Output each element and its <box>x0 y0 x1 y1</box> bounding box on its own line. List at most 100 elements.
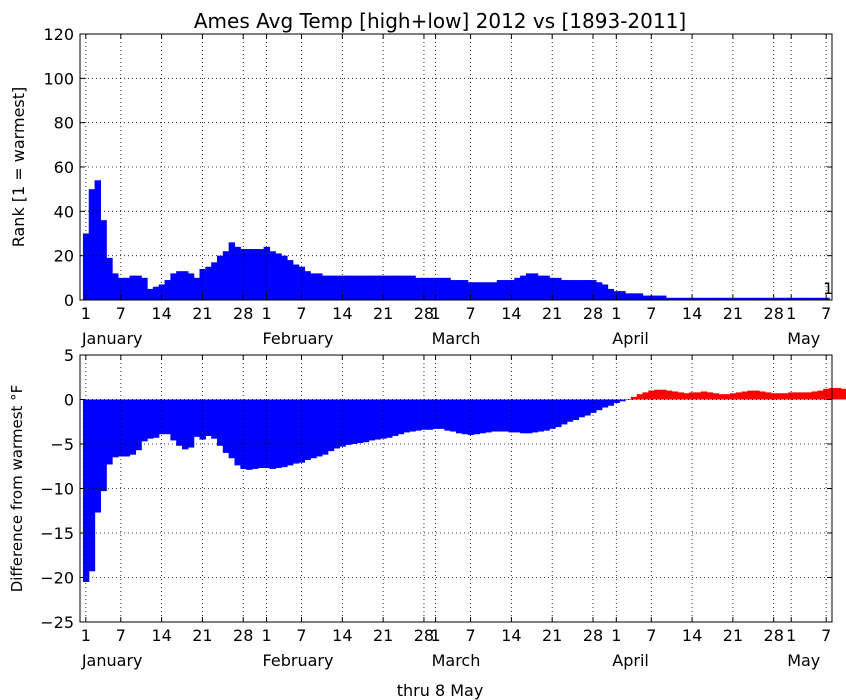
rank-bar <box>205 266 212 300</box>
colder-bar <box>502 399 510 432</box>
colder-bar <box>158 399 166 435</box>
colder-bar <box>543 399 550 431</box>
colder-bar <box>473 399 480 435</box>
x-tick-label: 1 <box>611 304 621 323</box>
y-tick-label: 80 <box>54 114 74 133</box>
rank-bar <box>432 277 440 300</box>
colder-bar <box>216 399 224 446</box>
rank-bar <box>764 297 772 300</box>
warmer-bar <box>776 393 784 400</box>
rank-bar <box>724 297 731 300</box>
month-label: February <box>263 329 334 348</box>
x-axis: 1 7 14 21 28 1 7 14 21 281 7 14 21 28 1 7 14 21 28 1 7Januar… <box>81 355 831 670</box>
y-tick-label: −20 <box>40 569 74 588</box>
rank-bar <box>520 275 527 300</box>
x-tick-label: 1 <box>431 304 441 323</box>
y-tick-label: 60 <box>54 158 74 177</box>
colder-bar <box>525 399 533 434</box>
colder-bar <box>82 399 90 582</box>
colder-bar <box>391 399 399 436</box>
rank-bar <box>117 277 125 300</box>
rank-bar <box>660 295 667 300</box>
rank-bar <box>450 280 457 300</box>
x-tick-label: 28 <box>414 304 434 323</box>
warmer-bar <box>741 391 749 400</box>
x-tick-label: 21 <box>373 626 393 645</box>
rank-bar <box>403 275 410 300</box>
colder-bar <box>566 399 574 422</box>
rank-bar <box>456 280 463 300</box>
rank-bar <box>625 293 632 300</box>
colder-bar <box>234 399 241 466</box>
rank-bar <box>298 266 306 300</box>
rank-bar <box>741 297 749 300</box>
colder-bar <box>356 399 364 444</box>
y-tick-label: −5 <box>50 435 74 454</box>
colder-bar <box>269 399 276 469</box>
colder-bar <box>415 399 422 431</box>
month-label: April <box>612 651 649 670</box>
warmer-bar <box>759 391 766 400</box>
x-tick-label: 7 <box>821 626 831 645</box>
colder-bar <box>438 399 445 429</box>
colder-bar <box>327 399 335 452</box>
rank-bar <box>502 280 510 300</box>
x-tick-label: 21 <box>542 626 562 645</box>
warmer-bar <box>805 392 813 400</box>
x-tick-label: 14 <box>332 304 352 323</box>
colder-bar <box>304 399 311 461</box>
x-tick-label: 1 <box>431 626 441 645</box>
x-tick-label: 1 <box>81 304 91 323</box>
warmer-bar <box>630 396 638 400</box>
rank-bar <box>123 277 131 300</box>
rank-bar <box>543 275 550 300</box>
warmer-bar <box>671 391 679 400</box>
rank-bar <box>292 264 300 300</box>
rank-bar <box>619 291 626 300</box>
y-axis-title: Difference from warmest °F <box>8 385 26 593</box>
rank-bar <box>537 275 545 300</box>
rank-bar <box>176 271 183 300</box>
colder-bar <box>374 399 381 440</box>
colder-bar <box>316 399 323 457</box>
rank-bar <box>199 268 206 300</box>
colder-bar <box>147 399 154 439</box>
colder-bar <box>123 399 131 457</box>
rank-bar <box>677 297 684 300</box>
warmer-bar <box>665 390 673 400</box>
month-label: March <box>432 329 481 348</box>
x-tick-label: 7 <box>465 626 475 645</box>
month-label: March <box>432 651 481 670</box>
annotation-label: 1 <box>823 279 833 298</box>
rank-bar <box>380 275 387 300</box>
colder-bar <box>257 399 265 469</box>
warmer-bar <box>683 393 690 400</box>
colder-bar <box>450 399 457 432</box>
colder-bar <box>333 399 341 449</box>
colder-bar <box>164 399 171 435</box>
rank-bar <box>415 277 422 300</box>
colder-bar <box>222 399 230 453</box>
month-label: January <box>81 651 143 670</box>
x-tick-label: 28 <box>233 626 253 645</box>
colder-bar <box>607 399 614 406</box>
colder-bar <box>421 399 428 430</box>
colder-bar <box>129 399 136 455</box>
rank-bar <box>560 280 568 300</box>
rank-bar <box>665 297 673 300</box>
colder-bar <box>444 399 451 431</box>
rank-bar <box>351 275 358 300</box>
colder-bar <box>403 399 410 433</box>
colder-bar <box>555 399 562 428</box>
rank-bar <box>141 277 148 300</box>
colder-bar <box>467 399 475 436</box>
rank-bar <box>88 189 96 300</box>
colder-bar <box>182 399 189 450</box>
warmer-bar <box>817 390 824 400</box>
y-axis: 0 20 40 60 80 100 120 <box>43 25 832 310</box>
colder-bar <box>496 399 504 432</box>
colder-bar <box>485 399 492 433</box>
grid <box>80 354 832 623</box>
warmer-bar <box>799 392 807 400</box>
